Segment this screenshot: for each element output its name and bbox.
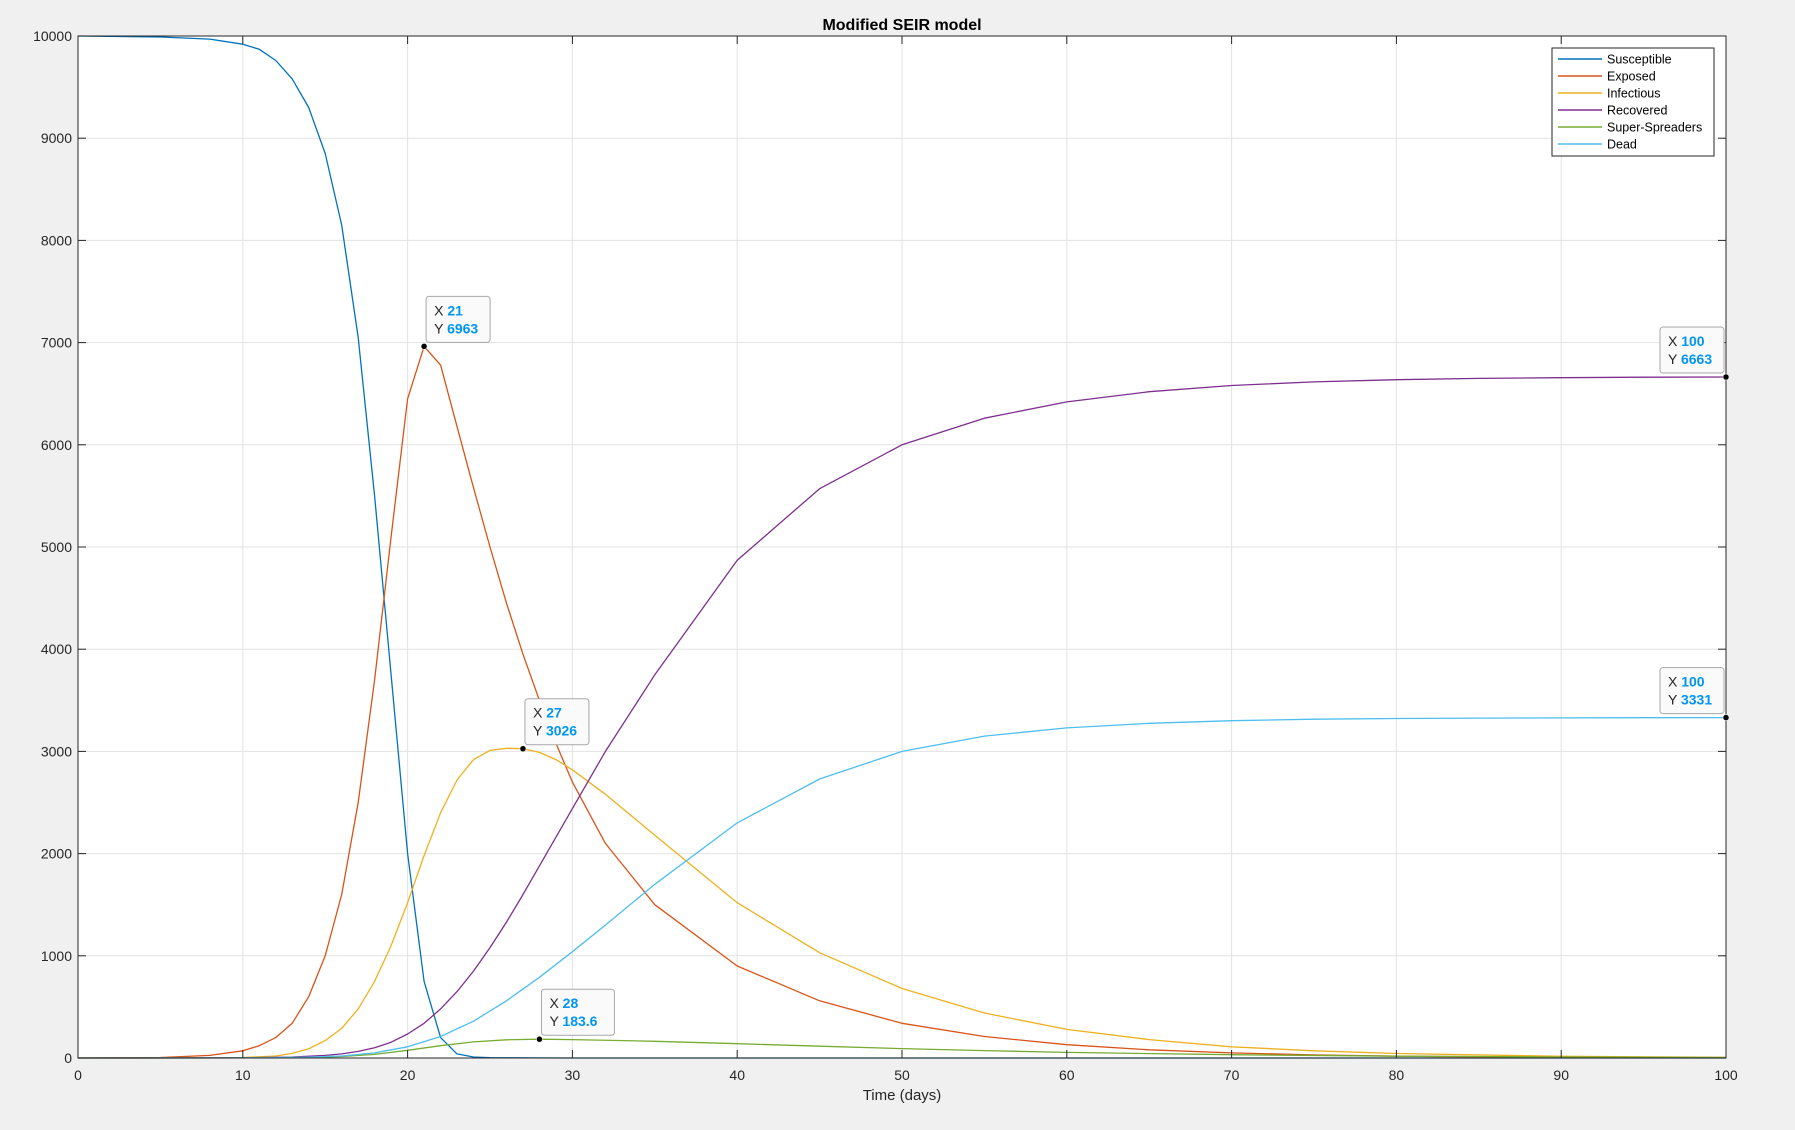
datatip[interactable]: X 100 Y 6663 xyxy=(1659,326,1730,381)
y-tick-label: 7000 xyxy=(41,335,72,351)
x-tick-label: 50 xyxy=(894,1067,910,1083)
series-line-infectious xyxy=(78,747,1727,1059)
x-tick-label: 20 xyxy=(400,1067,416,1083)
x-tick-label: 90 xyxy=(1553,1067,1569,1083)
datatip[interactable]: X 28 Y 183.6 xyxy=(536,988,615,1043)
y-tick-label: 5000 xyxy=(41,539,72,555)
datatip[interactable]: X 27 Y 3026 xyxy=(519,698,590,752)
datatip-y-text: Y 6663 xyxy=(1668,351,1712,367)
datatip-y-text: Y 3331 xyxy=(1668,692,1712,708)
series-line-recovered xyxy=(77,376,1727,1059)
legend-label: Dead xyxy=(1607,138,1637,152)
x-tick-label: 70 xyxy=(1224,1067,1240,1083)
y-tick-label: 8000 xyxy=(41,232,72,248)
y-tick-label: 2000 xyxy=(41,846,72,862)
datatip-y-text: Y 3026 xyxy=(533,723,577,739)
datatip-x-text: X 28 xyxy=(549,995,578,1011)
legend-label: Exposed xyxy=(1607,70,1656,84)
datatip-box xyxy=(1659,667,1725,715)
x-tick-label: 30 xyxy=(565,1067,581,1083)
y-tick-label: 9000 xyxy=(41,130,72,146)
series-lines xyxy=(77,35,1727,1059)
datatip-box xyxy=(524,698,590,746)
legend-entry[interactable]: Super-Spreaders xyxy=(1558,121,1702,135)
datatip-marker xyxy=(420,343,428,350)
datatip-box xyxy=(425,295,491,343)
datatip-marker xyxy=(519,745,527,752)
legend-entry[interactable]: Dead xyxy=(1558,138,1637,152)
x-tick-label: 100 xyxy=(1714,1067,1738,1083)
legend-label: Susceptible xyxy=(1607,53,1672,67)
datatip-marker xyxy=(536,1035,543,1043)
datatip-box xyxy=(1659,326,1725,374)
legend-box xyxy=(1551,47,1715,157)
datatip-box xyxy=(540,988,615,1036)
series-line-dead xyxy=(77,716,1727,1059)
datatips: X 21 Y 6963 X 27 Y 3026 X 28 Y 183.6 X 100 Y 66… xyxy=(420,295,1730,1043)
x-tick-label: 60 xyxy=(1059,1067,1075,1083)
legend-entry[interactable]: Infectious xyxy=(1558,87,1661,101)
series-line-susceptible xyxy=(77,35,1726,1059)
y-tick-label: 4000 xyxy=(41,641,72,657)
x-tick-label: 0 xyxy=(74,1067,82,1083)
datatip-x-text: X 27 xyxy=(533,705,562,721)
y-tick-label: 3000 xyxy=(41,743,72,759)
chart-title: Modified SEIR model xyxy=(822,17,981,34)
y-tick-label: 10000 xyxy=(33,28,72,44)
datatip-x-text: X 100 xyxy=(1668,674,1705,690)
legend[interactable]: Susceptible Exposed Infectious Recovered Sup… xyxy=(1551,47,1715,157)
y-tick-label: 1000 xyxy=(41,948,72,964)
x-axis-label: Time (days) xyxy=(863,1087,942,1104)
series-line-super-spreaders xyxy=(77,1038,1727,1059)
datatip-marker xyxy=(1722,714,1730,721)
datatip-x-text: X 100 xyxy=(1668,333,1705,349)
legend-label: Recovered xyxy=(1607,104,1667,118)
legend-label: Infectious xyxy=(1607,87,1661,101)
x-tick-label: 40 xyxy=(729,1067,745,1083)
legend-entry[interactable]: Recovered xyxy=(1558,104,1667,118)
datatip[interactable]: X 21 Y 6963 xyxy=(420,295,491,350)
legend-label: Super-Spreaders xyxy=(1607,121,1702,135)
axis-ticks: 0 10 20 30 40 50 60 70 80 90 100010002000300040005… xyxy=(33,28,1738,1083)
x-tick-label: 80 xyxy=(1389,1067,1405,1083)
datatip-x-text: X 21 xyxy=(434,302,463,318)
datatip-y-text: Y 6963 xyxy=(434,320,478,336)
datatip-y-text: Y 183.6 xyxy=(549,1013,597,1029)
y-tick-label: 6000 xyxy=(41,437,72,453)
y-tick-label: 0 xyxy=(64,1050,72,1066)
x-tick-label: 10 xyxy=(235,1067,251,1083)
series-line-exposed xyxy=(77,345,1727,1059)
legend-entry[interactable]: Exposed xyxy=(1558,70,1656,84)
datatip-marker xyxy=(1722,373,1730,381)
legend-entry[interactable]: Susceptible xyxy=(1558,53,1672,67)
datatip[interactable]: X 100 Y 3331 xyxy=(1659,667,1730,721)
